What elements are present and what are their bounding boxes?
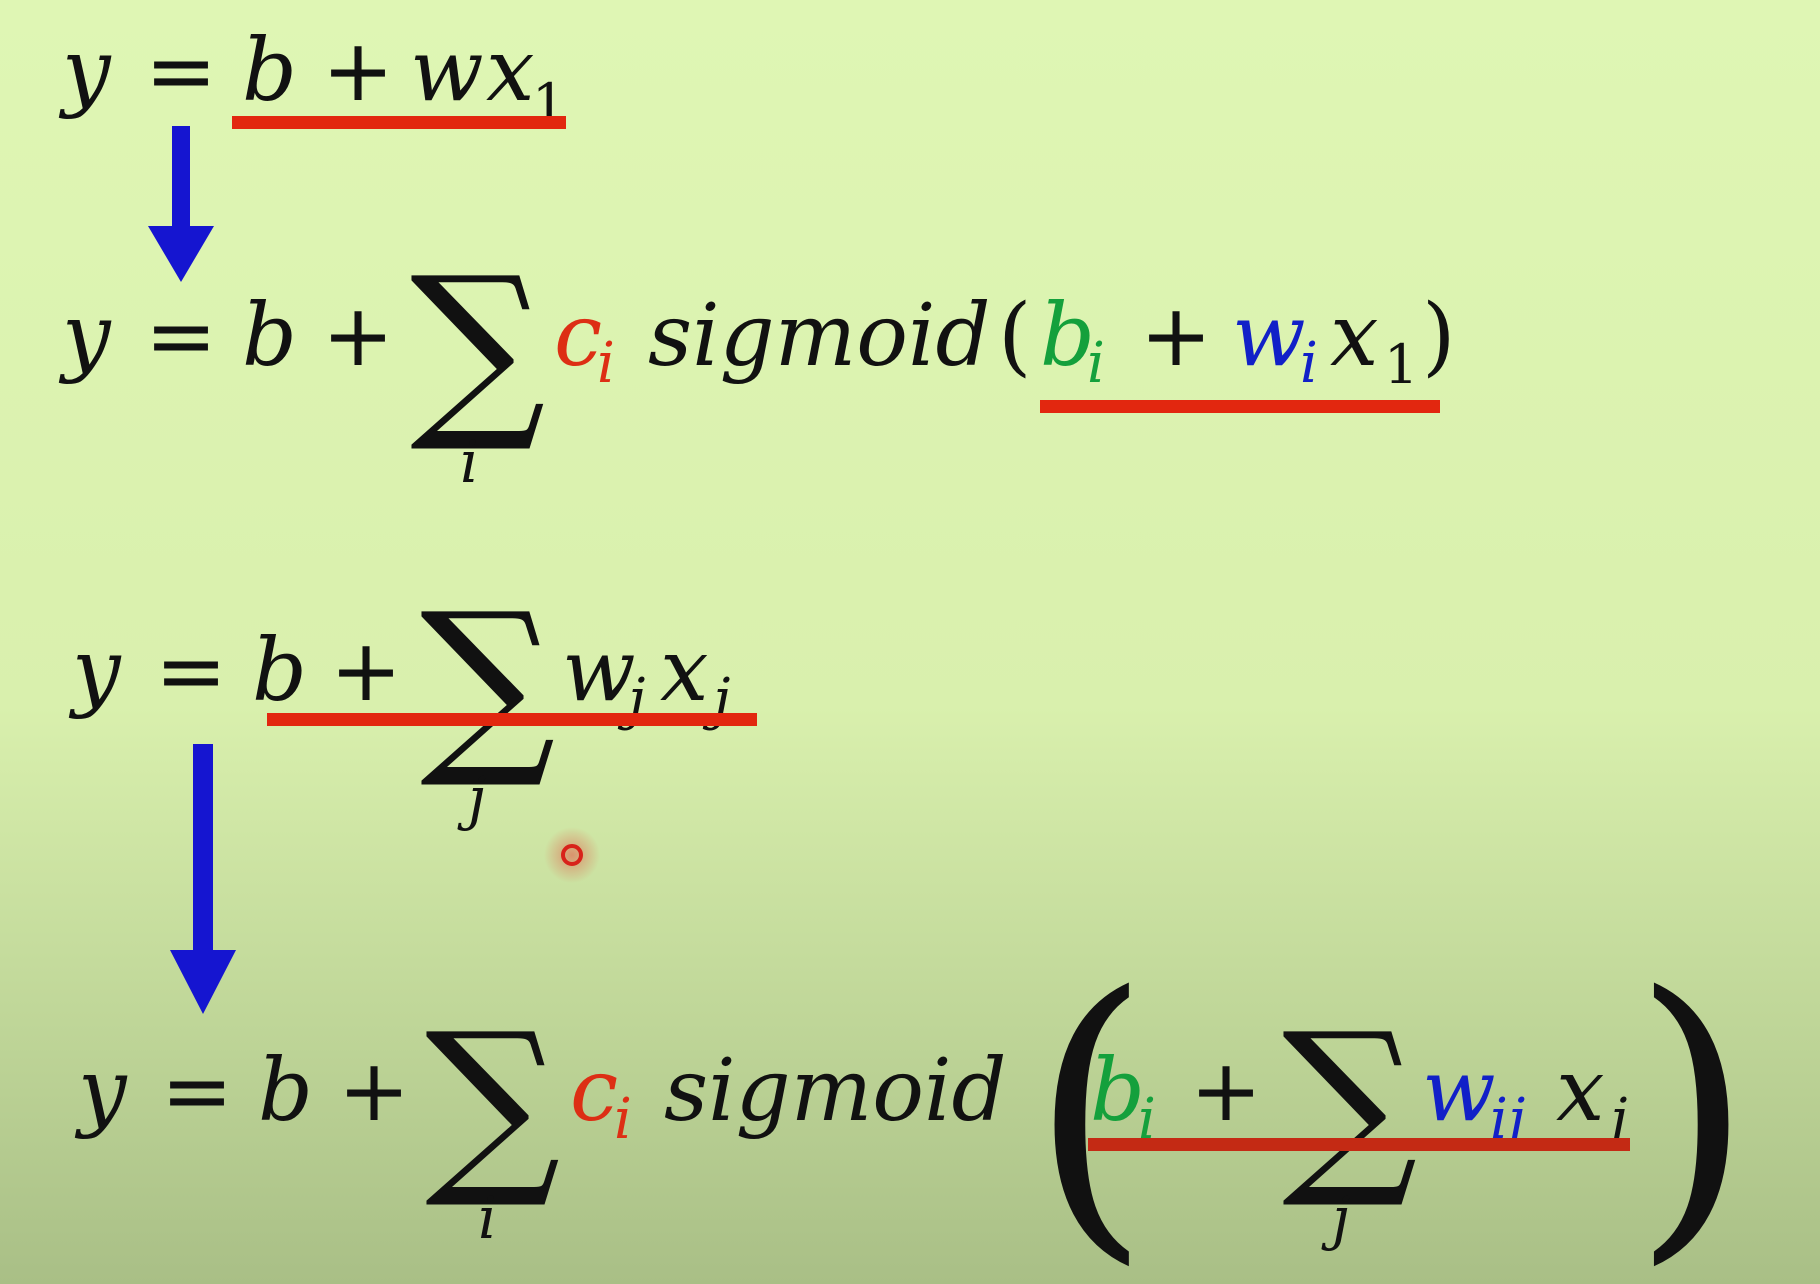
eq2-sigma: ∑ [410, 236, 546, 457]
eq1-equals: = [145, 21, 217, 121]
eq4-equals: = [161, 1041, 233, 1141]
eq2-bi-subscript: i [1087, 331, 1105, 396]
eq2-wi: w [1232, 286, 1306, 386]
eq2-right-paren: ) [1422, 286, 1456, 386]
eq2-plus-2: + [1140, 286, 1212, 386]
eq3-equals: = [155, 621, 227, 721]
eq4-sigma: ∑ [425, 992, 561, 1213]
eq4-y: y [74, 1041, 128, 1141]
eq2-y: y [58, 286, 112, 386]
eq4-sum-index: i [478, 1184, 497, 1252]
eq2-c: c [554, 286, 602, 386]
eq2-wi-subscript: i [1300, 331, 1318, 396]
eq1-x: x [486, 21, 535, 121]
eq2-b: b [242, 286, 297, 386]
eq1-plus: + [322, 21, 394, 121]
equation-4: y = b + ∑ i c i sigmoid ( b i + ∑ j w ij… [74, 931, 1753, 1284]
eq4-sigma-2: ∑ [1282, 992, 1418, 1213]
eq3-w: w [562, 621, 636, 721]
eq2-left-paren: ( [998, 286, 1032, 386]
eq3-underline [267, 713, 757, 726]
eq4-x: x [1556, 1041, 1605, 1141]
down-arrow-1 [148, 126, 214, 282]
eq2-equals: = [145, 286, 217, 386]
eq1-y: y [58, 21, 112, 121]
eq2-plus: + [322, 286, 394, 386]
eq4-c-subscript: i [614, 1087, 632, 1152]
eq2-sum-index: i [460, 428, 479, 496]
eq4-c: c [570, 1041, 618, 1141]
eq4-b: b [258, 1041, 313, 1141]
eq4-bi-subscript: i [1138, 1087, 1156, 1152]
eq2-bi: b [1040, 286, 1095, 386]
equation-2: y = b + ∑ i c i sigmoid ( b i + w i x 1 … [58, 236, 1456, 496]
eq4-plus: + [338, 1041, 410, 1141]
eq4-left-paren: ( [1030, 931, 1151, 1284]
cursor-indicator [544, 827, 600, 883]
eq4-bi: b [1090, 1041, 1145, 1141]
eq4-underline [1088, 1138, 1630, 1151]
eq4-sigmoid: sigmoid [664, 1041, 1007, 1141]
eq1-w: w [410, 21, 484, 121]
eq2-underline [1040, 400, 1440, 413]
eq4-plus-2: + [1190, 1041, 1262, 1141]
eq3-sigma: ∑ [420, 572, 556, 793]
eq1-underline [232, 116, 566, 129]
eq2-x-subscript: 1 [1384, 333, 1418, 396]
eq2-sigmoid: sigmoid [648, 286, 991, 386]
eq1-b: b [242, 21, 297, 121]
down-arrow-2 [170, 744, 236, 1014]
eq4-w: w [1422, 1041, 1496, 1141]
eq4-right-paren: ) [1632, 931, 1753, 1284]
eq3-y: y [68, 621, 122, 721]
eq2-c-subscript: i [597, 331, 615, 396]
eq3-plus: + [330, 621, 402, 721]
eq3-b: b [252, 621, 307, 721]
eq2-x: x [1330, 286, 1379, 386]
eq3-x: x [660, 621, 709, 721]
